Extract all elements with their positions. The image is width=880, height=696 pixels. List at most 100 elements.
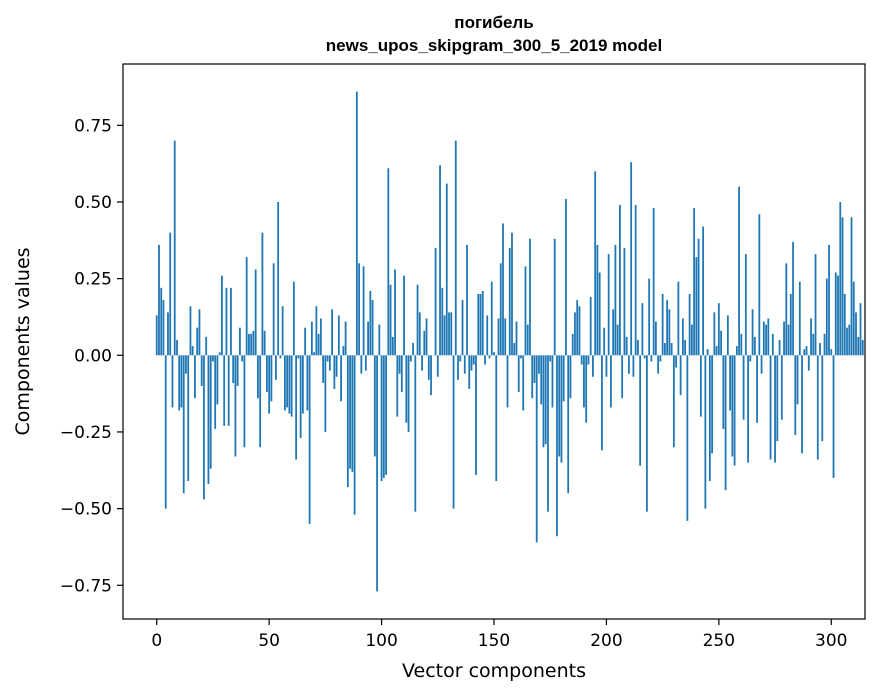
bar — [641, 303, 644, 356]
bar — [803, 349, 806, 356]
bar — [367, 321, 369, 356]
bar — [286, 355, 289, 408]
y-tick-label: −0.75 — [60, 576, 112, 596]
bar — [654, 321, 657, 356]
bar — [342, 346, 345, 356]
bar — [758, 214, 761, 356]
bar — [760, 355, 763, 374]
bar — [207, 355, 210, 485]
bar — [623, 247, 626, 356]
bar — [382, 355, 385, 478]
bar — [169, 232, 172, 356]
bar — [477, 293, 480, 356]
bar — [470, 355, 473, 371]
bar — [553, 238, 556, 356]
bar — [621, 355, 624, 399]
bar — [497, 318, 500, 356]
bar — [306, 355, 309, 411]
bar — [630, 162, 633, 356]
bar — [304, 327, 307, 356]
bar — [263, 330, 266, 356]
bar — [733, 355, 736, 466]
bar — [668, 309, 671, 356]
bar — [583, 355, 585, 408]
bar — [232, 355, 235, 383]
bar — [556, 355, 558, 537]
bar — [270, 355, 273, 402]
bar — [580, 355, 583, 365]
bar — [250, 333, 253, 356]
bar — [713, 312, 716, 356]
bar — [277, 201, 280, 356]
bar — [268, 355, 271, 414]
bar — [832, 355, 835, 478]
bar — [191, 346, 194, 356]
bar — [205, 336, 208, 356]
bar — [297, 355, 300, 359]
bar — [807, 355, 810, 371]
bar — [495, 355, 498, 482]
bar — [783, 321, 785, 356]
bar — [225, 287, 228, 356]
bar — [619, 205, 621, 356]
bar — [661, 293, 664, 356]
bar — [663, 343, 666, 356]
bar — [857, 336, 860, 356]
bar — [533, 355, 536, 383]
bar — [479, 293, 482, 356]
bar — [200, 355, 203, 386]
bar — [448, 312, 450, 356]
bar — [594, 171, 597, 356]
bar — [400, 355, 403, 393]
bar — [729, 355, 731, 411]
bar — [452, 355, 455, 509]
bar — [544, 355, 547, 445]
bar — [657, 355, 660, 374]
bar — [236, 355, 239, 386]
bar — [484, 355, 486, 365]
bar — [158, 244, 160, 356]
bar — [612, 309, 615, 356]
bar — [299, 355, 302, 439]
bar — [605, 355, 608, 377]
bar — [652, 208, 655, 356]
bar — [274, 355, 277, 380]
bar — [394, 269, 396, 356]
bar — [472, 355, 475, 365]
bar — [801, 355, 803, 454]
bar — [798, 281, 801, 356]
bar — [547, 355, 549, 512]
bar — [439, 165, 441, 356]
bar — [596, 244, 599, 356]
bar — [735, 346, 738, 356]
bar — [841, 217, 844, 356]
bar — [445, 183, 448, 356]
bar — [398, 355, 401, 374]
bar — [834, 272, 837, 356]
bar — [578, 306, 581, 356]
bar — [212, 355, 214, 362]
bar — [715, 346, 718, 356]
bar — [502, 223, 504, 356]
bar — [173, 140, 176, 356]
bar — [385, 355, 387, 475]
bar — [436, 355, 439, 377]
bar — [560, 355, 563, 463]
bar — [598, 272, 601, 356]
bar — [180, 355, 183, 408]
bar — [616, 324, 619, 356]
bar — [301, 355, 304, 414]
bar — [261, 232, 264, 356]
bar — [441, 287, 444, 356]
bar — [789, 293, 792, 356]
bar — [459, 355, 462, 362]
bar — [816, 355, 819, 460]
bar — [610, 355, 612, 408]
y-tick-label: −0.50 — [60, 500, 112, 520]
x-tick-label: 50 — [258, 631, 280, 651]
bar — [855, 312, 857, 356]
bar — [425, 318, 428, 356]
bar — [852, 281, 855, 356]
bar — [349, 355, 351, 469]
bar — [551, 355, 554, 408]
